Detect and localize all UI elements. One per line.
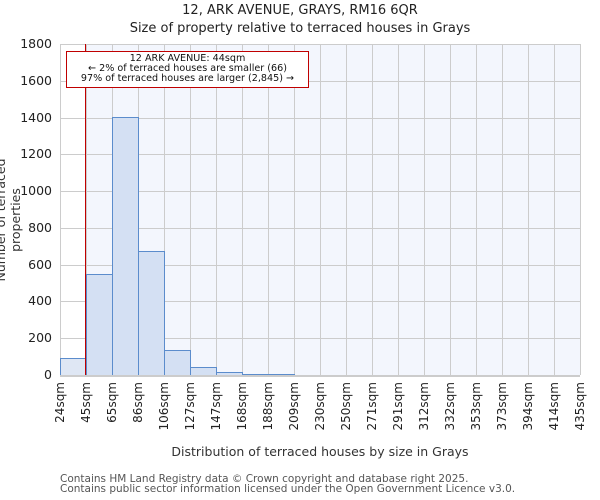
x-tick-label: 86sqm <box>131 382 145 423</box>
gridline-vertical <box>164 44 165 375</box>
chart-subtitle: Size of property relative to terraced ho… <box>129 21 471 36</box>
gridline-vertical <box>346 44 347 375</box>
gridline-vertical <box>554 44 555 375</box>
y-tick-label: 1600 <box>20 72 52 88</box>
histogram-bar <box>112 116 139 375</box>
x-tick-label: 332sqm <box>443 382 457 431</box>
y-tick-label: 1200 <box>20 146 52 162</box>
plot-left-region <box>60 44 85 375</box>
gridline-vertical <box>476 44 477 375</box>
x-tick-label: 394sqm <box>521 382 535 431</box>
annotation-line-2: ← 2% of terraced houses are smaller (66) <box>88 63 287 74</box>
x-tick-label: 65sqm <box>105 382 119 423</box>
chart-title: 12, ARK AVENUE, GRAYS, RM16 6QR <box>182 3 418 18</box>
x-tick-label: 291sqm <box>391 382 405 431</box>
annotation-line-1: 12 ARK AVENUE: 44sqm <box>129 53 246 64</box>
footer-licence: Contains public sector information licen… <box>60 483 516 495</box>
gridline-vertical <box>372 44 373 375</box>
y-tick-label: 800 <box>28 219 52 235</box>
gridline-vertical <box>190 44 191 375</box>
y-tick-label: 1800 <box>20 36 52 51</box>
histogram-bar <box>190 366 217 375</box>
gridline-vertical <box>450 44 451 375</box>
gridline-vertical <box>294 44 295 375</box>
gridline-vertical <box>580 44 581 375</box>
x-tick-label: 147sqm <box>209 382 223 431</box>
gridline-vertical <box>60 44 61 375</box>
x-tick-label: 271sqm <box>365 382 379 431</box>
histogram-bar <box>138 250 165 375</box>
gridline-vertical <box>424 44 425 375</box>
histogram-bar <box>268 373 295 375</box>
x-tick-label: 188sqm <box>261 382 275 431</box>
x-tick-label: 435sqm <box>573 382 587 431</box>
histogram-bar <box>60 358 87 375</box>
x-tick-label: 45sqm <box>79 382 93 423</box>
plot-area <box>60 44 581 376</box>
gridline-vertical <box>320 44 321 375</box>
gridline-vertical <box>502 44 503 375</box>
gridline-vertical <box>216 44 217 375</box>
x-tick-label: 312sqm <box>417 382 431 431</box>
annotation-line-3: 97% of terraced houses are larger (2,845… <box>80 73 295 84</box>
y-tick-label: 200 <box>28 330 52 346</box>
property-annotation: 12 ARK AVENUE: 44sqm ← 2% of terraced ho… <box>66 51 309 88</box>
x-tick-label: 24sqm <box>53 382 67 423</box>
x-axis-line <box>60 375 580 377</box>
y-tick-label: 1400 <box>20 109 52 125</box>
x-tick-label: 373sqm <box>495 382 509 431</box>
x-tick-label: 127sqm <box>183 382 197 431</box>
y-tick-label: 1000 <box>20 183 52 199</box>
x-tick-label: 230sqm <box>313 382 327 431</box>
property-marker-line <box>84 44 87 375</box>
x-tick-label: 250sqm <box>339 382 353 431</box>
x-tick-label: 168sqm <box>235 382 249 431</box>
x-axis-label: Distribution of terraced houses by size … <box>171 444 469 459</box>
x-tick-label: 209sqm <box>287 382 301 431</box>
y-tick-label: 0 <box>44 367 52 382</box>
y-axis-label: Number of terraced properties <box>0 158 23 282</box>
gridline-vertical <box>242 44 243 375</box>
gridline-vertical <box>528 44 529 375</box>
x-tick-label: 106sqm <box>157 382 171 431</box>
x-tick-label: 353sqm <box>469 382 483 431</box>
y-tick-label: 400 <box>28 293 52 309</box>
gridline-vertical <box>398 44 399 375</box>
x-tick-label: 414sqm <box>547 382 561 431</box>
histogram-bar <box>164 349 191 375</box>
footer-copyright: Contains HM Land Registry data © Crown c… <box>60 473 469 485</box>
y-tick-label: 600 <box>28 256 52 272</box>
gridline-vertical <box>268 44 269 375</box>
gridline-vertical <box>86 44 87 375</box>
histogram-bar <box>86 273 113 375</box>
